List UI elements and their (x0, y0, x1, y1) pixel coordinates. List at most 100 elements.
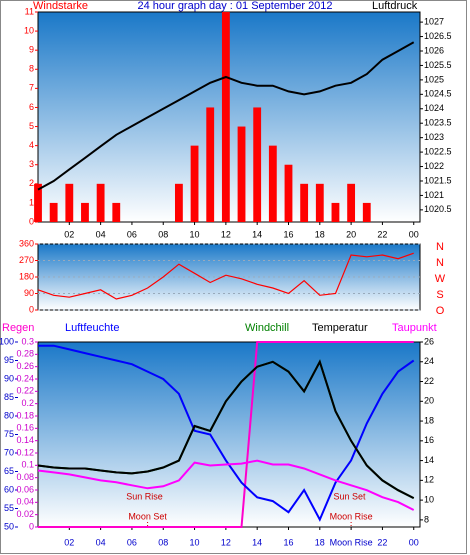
y-tick-label: 1 (29, 197, 34, 207)
chart-title: 24 hour graph day : 01 September 2012 (137, 0, 332, 12)
y-tick-label: 1020.5 (424, 204, 452, 214)
y-tick-label: 0.04 (16, 497, 34, 507)
annotation: Sun Set (334, 491, 367, 501)
y-tick-label: 360 (19, 238, 34, 248)
y-tick-label: 0.22 (16, 386, 34, 396)
bar (96, 183, 105, 222)
y-tick-label: 16 (424, 435, 434, 445)
y-tick-label: 20 (424, 396, 434, 406)
direction-label: W (435, 273, 446, 285)
y-tick-label: 11 (25, 6, 34, 16)
bar (315, 183, 324, 222)
y-tick-label: 75 (4, 429, 14, 439)
x-tick-label: 06 (127, 229, 137, 239)
y-tick-label: 1025.5 (424, 60, 452, 70)
y-tick-label: 1022 (424, 161, 444, 171)
bar (268, 145, 277, 222)
x-tick-label: 14 (252, 537, 262, 547)
data-line (38, 341, 414, 528)
y-tick-label: 0.24 (16, 373, 34, 383)
y-tick-label: 270 (19, 255, 34, 265)
bar (81, 202, 89, 222)
y-tick-label: 8 (424, 514, 429, 524)
y-tick-label: 0 (29, 216, 34, 226)
y-tick-label: 4 (29, 140, 34, 150)
y-tick-label: 22 (424, 376, 434, 386)
legend-label: Taupunkt (392, 322, 437, 334)
bar (112, 202, 121, 222)
y-tick-label: 80 (4, 410, 14, 420)
data-line (37, 252, 414, 300)
x-tick-label: 04 (96, 229, 106, 239)
y-tick-label: 0.12 (16, 447, 34, 457)
annotation: Moon Rise (330, 511, 373, 521)
data-line (37, 41, 415, 191)
y-tick-label: 1026.5 (424, 31, 452, 41)
annotation: Moon Set (128, 511, 167, 521)
x-tick-label: 00 (409, 537, 419, 547)
x-tick-label: 18 (315, 537, 325, 547)
bar (206, 107, 215, 222)
legend-label: Windchill (245, 322, 289, 334)
y-tick-label: 1021 (424, 190, 444, 200)
data-line (37, 459, 415, 511)
plot-area (37, 341, 421, 528)
direction-label: S (436, 289, 443, 301)
y-tick-label: 85 (4, 392, 14, 402)
y-tick-label: 0.26 (16, 361, 34, 371)
y-tick-label: 0.08 (16, 472, 34, 482)
y-tick-label: 50 (4, 521, 14, 531)
y-tick-label: 1023 (424, 132, 444, 142)
bar (362, 202, 371, 222)
x-tick-label: 20 (346, 229, 356, 239)
y-tick-label: 0.1 (21, 460, 34, 470)
y-tick-label: 12 (424, 475, 434, 485)
y-tick-label: 0.18 (16, 410, 34, 420)
bar (65, 183, 74, 222)
x-tick-label: Moon Rise (330, 537, 373, 547)
y-tick-label: 9 (29, 45, 34, 55)
y-tick-label: 1021.5 (424, 175, 452, 185)
x-tick-label: 04 (96, 537, 106, 547)
x-tick-label: 10 (190, 229, 200, 239)
direction-label: O (436, 305, 445, 317)
x-tick-label: 12 (221, 229, 231, 239)
bar (190, 145, 199, 222)
y-tick-label: 1027 (424, 16, 444, 26)
y-tick-label: 6 (29, 102, 34, 112)
x-tick-label: 12 (221, 537, 231, 547)
legend-label: Luftdruck (372, 0, 418, 12)
x-tick-label: 02 (64, 537, 74, 547)
x-tick-label: 16 (283, 229, 293, 239)
y-tick-label: 5 (29, 121, 34, 131)
x-tick-label: 14 (252, 229, 262, 239)
y-tick-label: 0 (29, 521, 34, 531)
x-tick-label: 10 (190, 537, 200, 547)
y-tick-label: 0.02 (16, 509, 34, 519)
x-tick-label: 00 (409, 229, 419, 239)
y-tick-label: 180 (19, 271, 34, 281)
y-tick-label: 7 (29, 83, 34, 93)
y-tick-label: 0 (29, 304, 34, 314)
bar (347, 183, 356, 222)
y-tick-label: 100 (0, 336, 14, 346)
bar (284, 164, 293, 222)
bar (300, 183, 309, 222)
y-tick-label: 1022.5 (424, 146, 452, 156)
direction-label: N (436, 257, 444, 269)
y-tick-label: 70 (4, 447, 14, 457)
y-tick-label: 0.16 (16, 423, 34, 433)
annotation: Sun Rise (126, 491, 163, 501)
legend-label: Regen (2, 322, 34, 334)
data-line (37, 359, 415, 499)
legend-label: Temperatur (312, 322, 368, 334)
y-tick-label: 1026 (424, 45, 444, 55)
y-tick-label: 95 (4, 355, 14, 365)
x-tick-label: 06 (127, 537, 137, 547)
y-tick-label: 3 (29, 159, 34, 169)
x-tick-label: 18 (315, 229, 325, 239)
bar (49, 202, 58, 222)
bar (34, 183, 42, 222)
y-tick-label: 90 (24, 288, 34, 298)
